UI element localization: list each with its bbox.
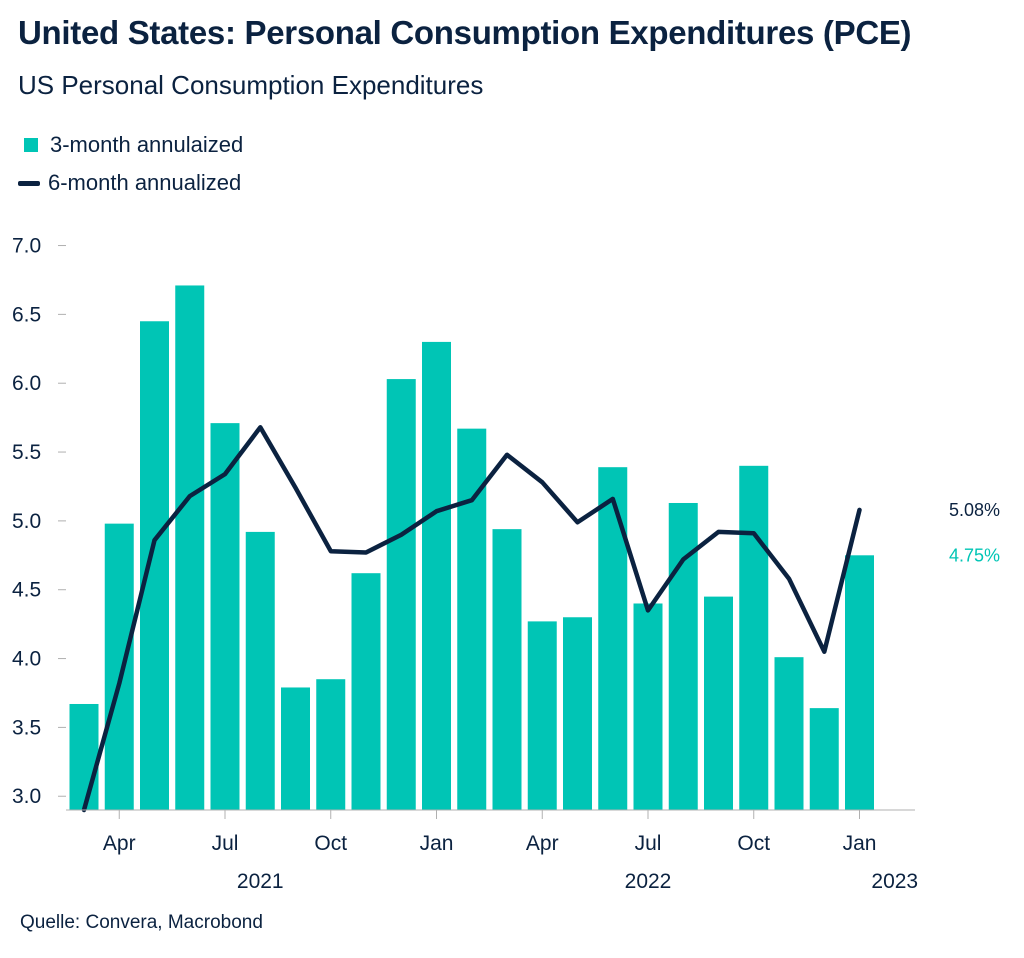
y-tick-label: 5.0 (12, 510, 41, 533)
bar (386, 379, 416, 810)
bar (175, 285, 205, 811)
legend-line-label: 6-month annualized (48, 170, 242, 195)
bar-series (69, 285, 874, 811)
bar (598, 467, 628, 810)
y-tick-label: 4.0 (12, 648, 41, 671)
y-tick-label: 6.0 (12, 372, 41, 395)
x-tick-label: Jul (212, 832, 239, 855)
x-tick-label: Oct (314, 832, 347, 855)
line-series (81, 425, 862, 813)
bar (492, 529, 522, 810)
x-year-label: 2021 (237, 870, 284, 893)
y-tick-label: 5.5 (12, 441, 41, 464)
bar (527, 621, 557, 810)
bar (245, 531, 275, 810)
x-year-label: 2023 (871, 870, 918, 893)
legend: 3-month annulaized 6-month annualized (18, 126, 243, 202)
legend-item-bar: 3-month annulaized (18, 126, 243, 164)
source-note: Quelle: Convera, Macrobond (20, 912, 263, 933)
bar (457, 428, 487, 810)
bar (140, 321, 169, 810)
bar (704, 596, 733, 810)
x-tick-label: Jan (420, 832, 454, 855)
bar (563, 617, 592, 810)
x-tick-label: Apr (526, 832, 559, 855)
y-tick-label: 3.0 (12, 785, 41, 808)
bar (422, 341, 451, 810)
end-labels: 5.08% 4.75% (949, 500, 1000, 565)
bar (281, 687, 310, 810)
bar (739, 465, 769, 810)
x-tick-label: Apr (103, 832, 136, 855)
bar (809, 708, 839, 810)
y-tick-label: 6.5 (12, 303, 41, 326)
x-axis: Apr Jul Oct Jan Apr Jul Oct Jan 2021 2022 2023 (66, 809, 918, 893)
legend-bar-label: 3-month annulaized (50, 132, 244, 157)
bar-end-label: 4.75% (949, 545, 1000, 565)
x-tick-label: Jul (635, 832, 662, 855)
bar (104, 523, 134, 810)
bar (633, 603, 663, 810)
line-end-label: 5.08% (949, 500, 1000, 520)
bar (316, 679, 346, 810)
y-axis: 3.0 3.5 4.0 4.5 5.0 5.5 6.0 6.5 7.0 (12, 235, 66, 808)
chart-subtitle: US Personal Consumption Expenditures (18, 70, 484, 100)
x-year-label: 2022 (625, 870, 672, 893)
x-tick-label: Oct (737, 832, 770, 855)
bar (69, 703, 99, 810)
bar (845, 555, 874, 810)
bar (210, 423, 240, 810)
line-series-path (81, 425, 862, 813)
chart-title: United States: Personal Consumption Expe… (18, 14, 912, 51)
legend-item-line: 6-month annualized (18, 164, 243, 202)
legend-line-swatch-icon (18, 180, 40, 186)
legend-bar-swatch-icon (24, 138, 38, 152)
bar (774, 657, 804, 810)
y-tick-label: 3.5 (12, 716, 41, 739)
bar (351, 573, 381, 810)
y-tick-label: 7.0 (12, 235, 41, 258)
y-tick-label: 4.5 (12, 579, 41, 602)
x-tick-label: Jan (843, 832, 877, 855)
